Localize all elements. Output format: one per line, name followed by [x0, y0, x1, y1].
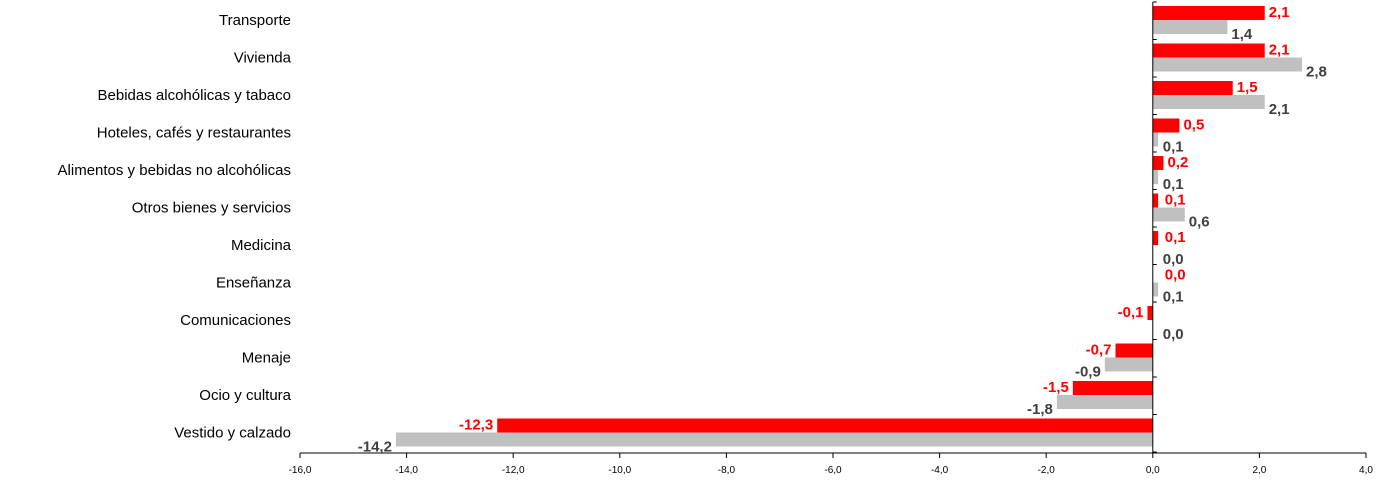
category-label: Vestido y calzado [174, 425, 291, 442]
data-label: 1,5 [1237, 79, 1258, 96]
bar [1072, 381, 1153, 395]
bar [1147, 306, 1153, 320]
data-label: -12,3 [459, 416, 493, 433]
data-label: 0,1 [1163, 176, 1184, 193]
data-label: 0,1 [1163, 288, 1184, 305]
data-label: 0,0 [1163, 326, 1184, 343]
data-label: 0,1 [1163, 138, 1184, 155]
data-label: 0,1 [1165, 229, 1186, 246]
data-label: -0,1 [1118, 304, 1144, 321]
data-label: 0,1 [1165, 191, 1186, 208]
data-label: 2,1 [1269, 4, 1290, 21]
data-label: -14,2 [358, 438, 392, 455]
data-label: 0,0 [1163, 251, 1184, 268]
data-label: -0,7 [1086, 341, 1112, 358]
data-label: 2,1 [1269, 101, 1290, 118]
category-label: Alimentos y bebidas no alcohólicas [58, 162, 291, 179]
x-tick-label: -4,0 [931, 465, 949, 476]
data-label: 2,1 [1269, 41, 1290, 58]
bar [1152, 57, 1303, 72]
x-tick-label: 2,0 [1252, 465, 1266, 476]
data-label: 2,8 [1306, 63, 1327, 80]
x-tick-label: -2,0 [1038, 465, 1056, 476]
bar [1152, 6, 1265, 20]
x-tick-label: 4,0 [1359, 465, 1373, 476]
data-label: 0,2 [1167, 154, 1188, 171]
bar [1152, 132, 1159, 147]
bar [1152, 95, 1265, 109]
category-label: Hoteles, cafés y restaurantes [97, 125, 291, 142]
category-label: Transporte [219, 12, 291, 29]
category-label: Ocio y cultura [199, 387, 291, 404]
data-label: 1,4 [1231, 26, 1253, 43]
x-tick-label: -14,0 [395, 465, 418, 476]
x-tick-label: -16,0 [289, 465, 312, 476]
labels-layer: Transporte Vivienda Bebidas alcohólicas y … [58, 4, 1374, 476]
bar [1152, 231, 1159, 245]
bar [1152, 193, 1159, 208]
bar [1152, 20, 1228, 34]
data-label: 0,5 [1183, 116, 1204, 133]
bar [497, 418, 1153, 433]
bar [1152, 170, 1159, 184]
bars-layer [395, 6, 1303, 447]
bar [1152, 156, 1164, 170]
bar [1152, 43, 1265, 58]
bar [1152, 118, 1180, 133]
x-tick-label: -12,0 [502, 465, 525, 476]
bar [1152, 282, 1159, 297]
bar [1104, 357, 1153, 372]
x-tick-label: -10,0 [608, 465, 631, 476]
x-tick-label: 0,0 [1146, 465, 1160, 476]
bar [1056, 395, 1153, 409]
bar [1152, 81, 1233, 95]
category-label: Otros bienes y servicios [132, 200, 291, 217]
data-label: 0,0 [1165, 266, 1186, 283]
data-label: -0,9 [1075, 363, 1101, 380]
bar [1115, 343, 1153, 358]
data-label: -1,5 [1043, 379, 1069, 396]
axes-layer [299, 1, 1367, 458]
x-tick-label: -6,0 [824, 465, 842, 476]
category-label: Medicina [231, 237, 292, 254]
data-label: 0,6 [1189, 213, 1210, 230]
category-label: Comunicaciones [180, 312, 291, 329]
data-label: -1,8 [1027, 401, 1053, 418]
x-tick-label: -8,0 [718, 465, 736, 476]
bar [1152, 207, 1185, 222]
category-label: Enseñanza [216, 275, 292, 292]
category-label: Vivienda [234, 50, 292, 67]
bar [395, 432, 1153, 447]
category-label: Menaje [242, 350, 291, 367]
category-label: Bebidas alcohólicas y tabaco [98, 87, 291, 104]
